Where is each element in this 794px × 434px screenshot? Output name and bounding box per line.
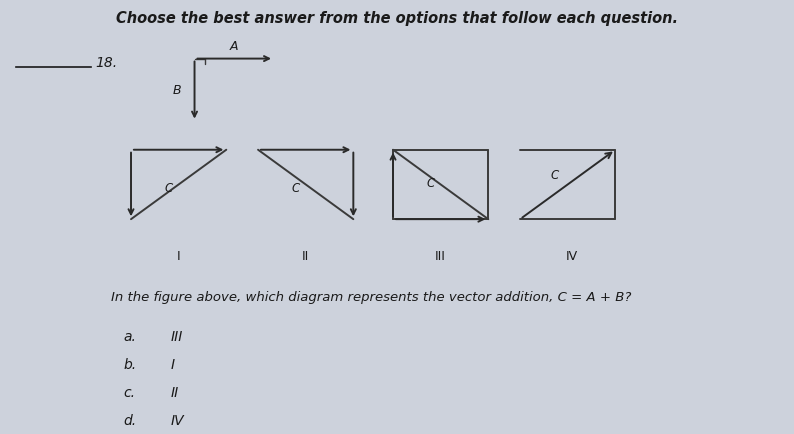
Text: 18.: 18. — [95, 56, 118, 70]
Text: d.: d. — [123, 414, 137, 428]
Text: Choose the best answer from the options that follow each question.: Choose the best answer from the options … — [116, 11, 678, 26]
Text: In the figure above, which diagram represents the vector addition, C = A + B?: In the figure above, which diagram repre… — [111, 291, 631, 304]
Text: a.: a. — [123, 330, 136, 344]
Text: b.: b. — [123, 358, 137, 372]
Text: C: C — [426, 177, 434, 190]
Text: C: C — [550, 169, 558, 182]
Text: C: C — [164, 182, 172, 195]
Text: c.: c. — [123, 386, 135, 400]
Text: III: III — [171, 330, 183, 344]
Text: IV: IV — [565, 250, 578, 263]
Text: I: I — [171, 358, 175, 372]
Text: I: I — [177, 250, 180, 263]
Text: B: B — [173, 84, 181, 96]
Text: A: A — [230, 40, 238, 53]
Text: III: III — [435, 250, 446, 263]
Text: IV: IV — [171, 414, 184, 428]
Text: II: II — [302, 250, 310, 263]
Text: II: II — [171, 386, 179, 400]
Text: C: C — [291, 182, 299, 195]
